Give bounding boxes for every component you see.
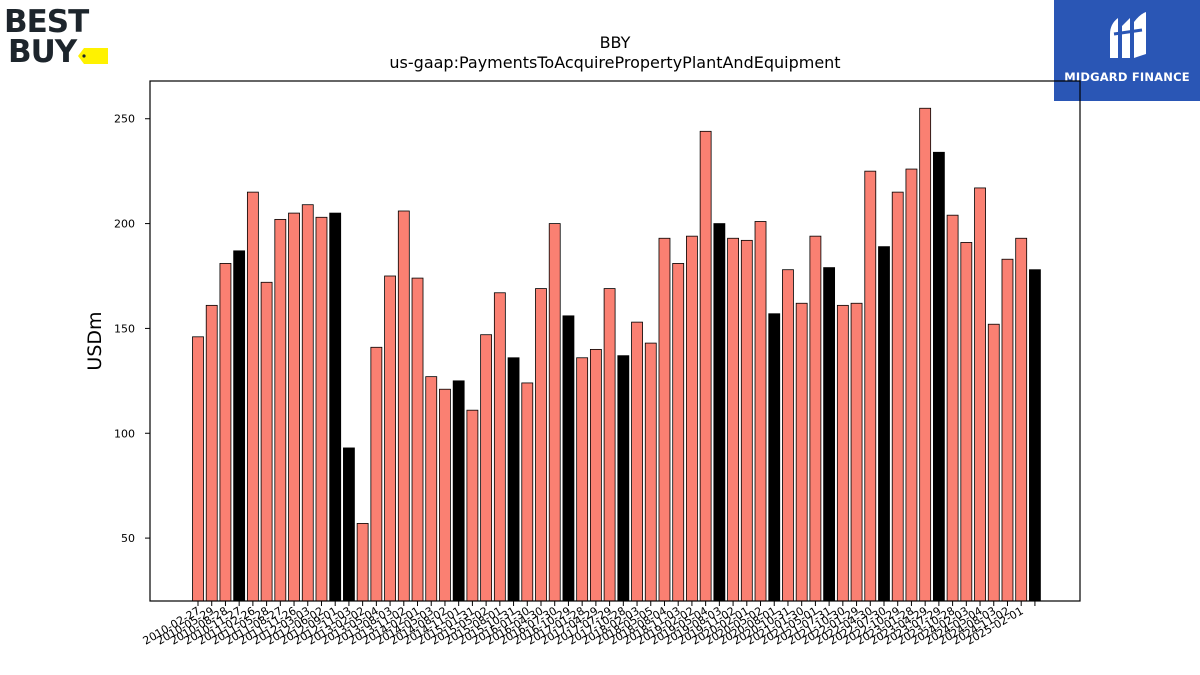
bar-2021-07-31 — [823, 267, 836, 602]
bar-2023-04-29 — [919, 107, 932, 602]
bar-2020-02-01 — [740, 239, 753, 602]
y-tick-label: 100 — [114, 427, 135, 440]
bar-2015-08-01 — [493, 292, 506, 602]
bar-2012-03-03 — [301, 204, 314, 602]
x-axis: 2010-02-272010-05-292010-08-282010-11-27… — [141, 601, 1036, 648]
bar-2016-04-30 — [535, 288, 547, 602]
bar-2022-10-29 — [891, 191, 904, 602]
bar-2016-01-30 — [521, 382, 534, 602]
bar-2013-08-03 — [384, 275, 396, 602]
bar-2019-05-04 — [699, 130, 712, 602]
bar-2020-08-01 — [768, 313, 781, 602]
bar-2023-07-29 — [932, 151, 945, 602]
bar-2012-06-02 — [315, 216, 328, 602]
midgard-emblem-icon — [1110, 12, 1146, 58]
bar-2017-10-28 — [617, 355, 630, 602]
bar-2010-11-27 — [233, 250, 246, 602]
bar-2019-08-03 — [713, 223, 726, 602]
bar-2018-11-03 — [672, 263, 685, 602]
bar-2025-02-01 — [1015, 237, 1028, 602]
bar-2020-10-31 — [782, 269, 794, 602]
bar-2021-10-30 — [836, 304, 849, 602]
bar-2014-08-02 — [439, 388, 451, 602]
bar-2011-11-26 — [288, 212, 300, 602]
best-buy-logo: BEST BUY — [4, 4, 108, 68]
bar-2023-10-28 — [946, 214, 959, 602]
bar-2019-11-02 — [727, 237, 739, 602]
bar-2018-08-04 — [658, 237, 671, 602]
bar-2015-01-31 — [466, 409, 479, 602]
bar-2010-05-29 — [205, 304, 218, 602]
bar-2015-05-02 — [480, 334, 493, 602]
midgard-finance-logo: MIDGARD FINANCE — [1054, 0, 1200, 101]
bar-2024-08-03 — [987, 323, 1000, 602]
bar-2010-08-28 — [219, 263, 232, 602]
y-tick-label: 200 — [114, 218, 135, 231]
bar-2012-09-01 — [329, 212, 342, 602]
bar-2011-08-27 — [274, 218, 287, 602]
bar-2021-05-01 — [809, 235, 822, 602]
chart-title: BBY — [600, 33, 631, 52]
y-tick-label: 150 — [114, 322, 135, 335]
plot-frame — [149, 80, 1081, 602]
bar-2013-11-02 — [397, 210, 410, 602]
bar-2013-02-02 — [356, 523, 369, 602]
bar-2017-07-29 — [603, 288, 616, 602]
bar-2024-11-02 — [1001, 258, 1014, 602]
svg-text:BEST: BEST — [4, 4, 89, 40]
y-tick-label: 250 — [114, 113, 135, 126]
bar-2019-02-02 — [686, 235, 698, 602]
bar-2014-05-03 — [425, 376, 438, 602]
bar-2012-11-03 — [343, 447, 355, 602]
bar-2022-01-29 — [850, 302, 863, 602]
bar-2020-05-02 — [754, 221, 767, 602]
bar-2013-05-04 — [370, 346, 383, 602]
bar-2023-01-28 — [905, 168, 918, 602]
bar-2022-04-30 — [864, 170, 877, 602]
bar-2024-05-04 — [974, 187, 986, 602]
y-axis: 50 100 150 200 250 — [114, 113, 150, 545]
bar-2014-02-01 — [411, 277, 424, 602]
bar-2016-07-30 — [548, 223, 561, 602]
bar-2014-11-01 — [452, 380, 465, 602]
bar-2024-02-03 — [960, 242, 973, 602]
bar-2018-02-03 — [631, 321, 643, 602]
bar-2016-10-29 — [562, 315, 575, 602]
bar-61 — [1029, 269, 1041, 602]
bar-2011-02-26 — [246, 191, 259, 602]
bar-2010-02-27 — [192, 336, 204, 602]
svg-text:BUY: BUY — [8, 34, 78, 68]
bar-2022-07-30 — [878, 246, 890, 602]
bar-2017-01-28 — [576, 357, 589, 602]
y-axis-label: USDm — [84, 311, 106, 370]
bar-2017-04-29 — [589, 348, 602, 602]
bars-layer — [192, 107, 1041, 602]
bar-2021-01-30 — [795, 302, 808, 602]
chart-subtitle: us-gaap:PaymentsToAcquirePropertyPlantAn… — [389, 53, 840, 72]
bar-2011-05-28 — [260, 281, 273, 602]
bar-2018-05-05 — [644, 342, 657, 602]
partner-name: MIDGARD FINANCE — [1064, 70, 1190, 84]
bar-2015-10-31 — [507, 357, 520, 602]
y-tick-label: 50 — [121, 532, 135, 545]
